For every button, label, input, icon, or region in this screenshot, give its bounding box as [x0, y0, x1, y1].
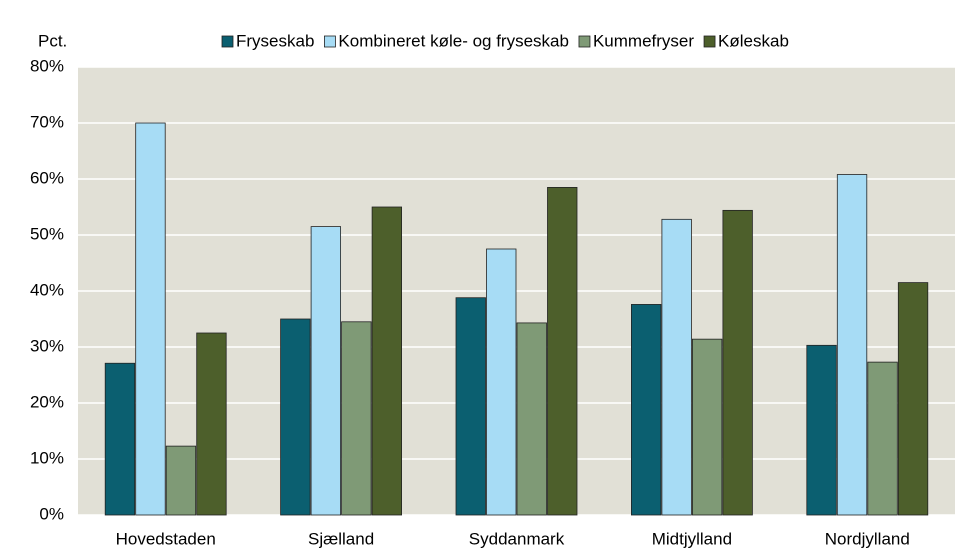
bar	[310, 226, 342, 516]
bar	[836, 174, 868, 516]
y-tick-label: 0%	[39, 504, 64, 523]
bar	[371, 206, 403, 516]
legend-label: Kummefryser	[593, 31, 694, 50]
y-tick-label: 40%	[30, 280, 64, 299]
bar	[661, 218, 692, 516]
bar	[455, 297, 486, 516]
y-tick-label: 80%	[30, 56, 64, 75]
x-tick-label: Syddanmark	[469, 529, 565, 548]
legend-swatch	[324, 35, 336, 48]
y-axis-label: Pct.	[38, 31, 67, 50]
bar	[516, 322, 547, 516]
bar	[722, 209, 753, 516]
bar	[806, 344, 837, 516]
bar	[165, 445, 197, 516]
y-tick-label: 70%	[30, 112, 64, 131]
legend-swatch	[703, 35, 716, 48]
y-tick-label: 20%	[30, 392, 64, 411]
bar	[867, 361, 898, 516]
x-tick-label: Nordjylland	[825, 529, 910, 548]
x-tick-label: Hovedstaden	[116, 529, 216, 548]
bar	[196, 332, 227, 516]
legend-label: Køleskab	[718, 31, 789, 50]
bar	[631, 304, 662, 516]
y-tick-label: 60%	[30, 168, 64, 187]
legend-swatch	[221, 35, 234, 48]
bar	[486, 248, 517, 516]
legend-label: Fryseskab	[236, 31, 314, 50]
y-tick-label: 50%	[30, 224, 64, 243]
bar	[341, 321, 372, 516]
y-tick-label: 30%	[30, 336, 64, 355]
bar	[104, 362, 136, 516]
x-tick-label: Midtjylland	[652, 529, 732, 548]
bar	[692, 338, 723, 516]
legend-swatch	[578, 35, 591, 48]
bar	[547, 186, 578, 516]
y-tick-label: 10%	[30, 448, 64, 467]
bar	[280, 318, 311, 516]
x-tick-label: Sjælland	[308, 529, 374, 548]
bar	[897, 282, 929, 516]
bar	[135, 122, 166, 516]
legend-label: Kombineret køle- og fryseskab	[338, 31, 569, 50]
